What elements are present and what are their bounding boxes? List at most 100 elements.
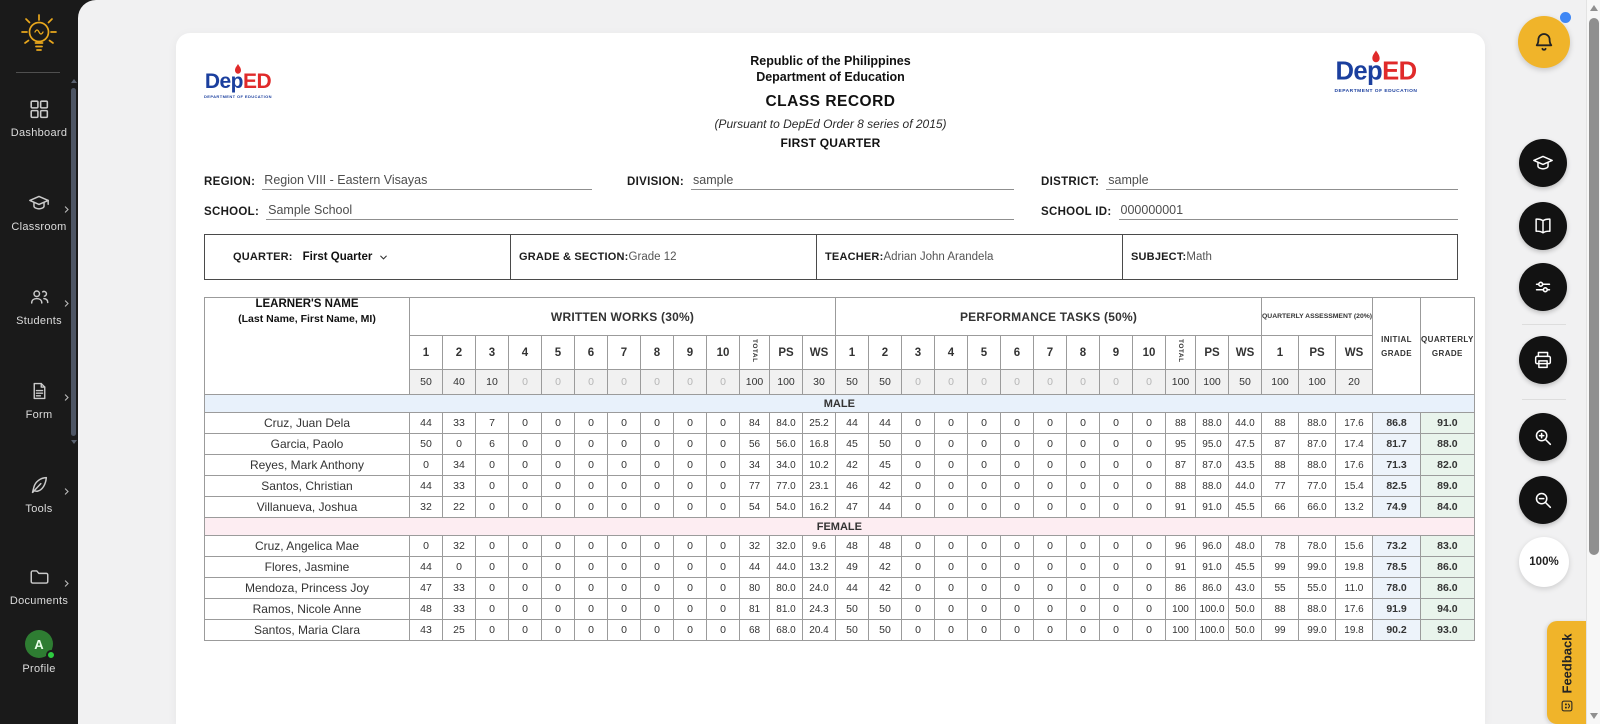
max-score-cell: 0 bbox=[640, 369, 674, 395]
score-cell: 33 bbox=[442, 598, 476, 620]
zoom-in-button[interactable] bbox=[1519, 413, 1567, 461]
district-value[interactable]: sample bbox=[1106, 173, 1458, 190]
max-score-cell: 0 bbox=[901, 369, 935, 395]
score-cell: 0 bbox=[1066, 412, 1100, 434]
quarterly-grade-cell: 84.0 bbox=[1420, 496, 1475, 518]
score-cell: 0 bbox=[706, 475, 740, 497]
score-cell: 0 bbox=[409, 535, 443, 557]
score-cell: 45 bbox=[835, 433, 869, 455]
division-value[interactable]: sample bbox=[691, 173, 1014, 190]
score-cell: 6 bbox=[475, 433, 509, 455]
score-cell: 55.0 bbox=[1298, 577, 1336, 599]
feedback-tab[interactable]: Feedback bbox=[1547, 621, 1586, 724]
school-id-value[interactable]: 000000001 bbox=[1118, 203, 1458, 220]
initial-grade-cell: 86.8 bbox=[1372, 412, 1422, 434]
score-cell: 0 bbox=[967, 577, 1001, 599]
score-cell: 34 bbox=[442, 454, 476, 476]
app-logo-lightbulb-icon[interactable] bbox=[16, 10, 62, 67]
score-cell: 88.0 bbox=[1298, 598, 1336, 620]
sidebar-item-form[interactable]: Form bbox=[0, 380, 78, 421]
sidebar-item-students[interactable]: Students bbox=[0, 286, 78, 327]
score-cell: 0 bbox=[541, 556, 575, 578]
score-cell: 0 bbox=[934, 433, 968, 455]
sidebar-scrollbar[interactable] bbox=[71, 88, 76, 436]
score-cell: 0 bbox=[607, 433, 641, 455]
quarterly-grade-cell: 91.0 bbox=[1420, 412, 1475, 434]
score-cell: 0 bbox=[607, 412, 641, 434]
ws-col-header: WS bbox=[802, 335, 836, 370]
zoom-level-indicator[interactable]: 100% bbox=[1519, 537, 1569, 587]
score-cell: 17.4 bbox=[1334, 433, 1374, 455]
sidebar-item-tools[interactable]: Tools bbox=[0, 474, 78, 515]
chevron-right-icon bbox=[62, 389, 71, 407]
print-button[interactable] bbox=[1519, 336, 1567, 384]
initial-grade-cell: 74.9 bbox=[1372, 496, 1422, 518]
zoom-out-button[interactable] bbox=[1519, 476, 1567, 524]
student-name: Flores, Jasmine bbox=[204, 556, 410, 578]
deped-logo-text: ED bbox=[243, 70, 272, 93]
page-scrollbar[interactable] bbox=[1586, 0, 1600, 724]
score-cell: 32 bbox=[739, 535, 770, 557]
info-bar: QUARTER: First Quarter GRADE & SECTION: … bbox=[204, 234, 1458, 280]
divider bbox=[16, 72, 60, 73]
score-cell: 77 bbox=[1261, 475, 1299, 497]
written-works-header: WRITTEN WORKS (30%) bbox=[409, 297, 836, 336]
grades-table: LEARNER'S NAME (Last Name, First Name, MI… bbox=[204, 297, 1475, 641]
score-cell: 50 bbox=[868, 433, 902, 455]
graduation-cap-icon bbox=[0, 192, 78, 216]
quarter-dropdown[interactable]: QUARTER: First Quarter bbox=[205, 235, 511, 279]
scroll-up-icon[interactable] bbox=[1590, 5, 1598, 11]
score-cell: 66.0 bbox=[1298, 496, 1336, 518]
score-cell: 16.2 bbox=[802, 496, 836, 518]
score-cell: 0 bbox=[1099, 577, 1133, 599]
sidebar-scroll-up-icon[interactable] bbox=[71, 79, 77, 83]
score-cell: 0 bbox=[1066, 496, 1100, 518]
score-col-header: 7 bbox=[607, 335, 641, 370]
notifications-button[interactable] bbox=[1518, 16, 1570, 68]
table-row: Santos, Christian 44 33 0 0 0 0 0 0 0 0 77 77.0 23.1 4… bbox=[204, 475, 1475, 497]
sidebar-scroll-down-icon[interactable] bbox=[71, 440, 77, 444]
score-cell: 80 bbox=[739, 577, 770, 599]
sidebar-item-classroom[interactable]: Classroom bbox=[0, 192, 78, 233]
classroom-button[interactable] bbox=[1519, 139, 1567, 187]
sidebar-item-label: Classroom bbox=[11, 221, 67, 233]
max-score-cell: 0 bbox=[967, 369, 1001, 395]
initial-grade-cell: 71.3 bbox=[1372, 454, 1422, 476]
score-cell: 0 bbox=[901, 412, 935, 434]
scrollbar-thumb[interactable] bbox=[1589, 18, 1599, 555]
folder-icon bbox=[0, 566, 78, 590]
sidebar-item-documents[interactable]: Documents bbox=[0, 566, 78, 607]
main-area: DepED DEPARTMENT OF EDUCATION DepED DEPA… bbox=[78, 0, 1600, 724]
score-cell: 0 bbox=[1099, 454, 1133, 476]
score-cell: 0 bbox=[1033, 577, 1067, 599]
table-row: Garcia, Paolo 50 0 6 0 0 0 0 0 0 0 56 56.0 16.8 45 50 0 0… bbox=[204, 433, 1475, 455]
score-cell: 0 bbox=[673, 577, 707, 599]
score-cell: 0 bbox=[1066, 475, 1100, 497]
region-value[interactable]: Region VIII - Eastern Visayas bbox=[262, 173, 592, 190]
score-cell: 0 bbox=[607, 598, 641, 620]
score-cell: 0 bbox=[475, 598, 509, 620]
score-cell: 44 bbox=[739, 556, 770, 578]
score-cell: 34 bbox=[739, 454, 770, 476]
book-button[interactable] bbox=[1519, 202, 1567, 250]
chevron-right-icon bbox=[62, 295, 71, 313]
sidebar-item-dashboard[interactable]: Dashboard bbox=[0, 98, 78, 139]
score-cell: 0 bbox=[1033, 535, 1067, 557]
score-cell: 42 bbox=[868, 556, 902, 578]
score-cell: 0 bbox=[574, 454, 608, 476]
settings-sliders-button[interactable] bbox=[1519, 263, 1567, 311]
score-cell: 0 bbox=[541, 598, 575, 620]
max-score-cell: 100 bbox=[1298, 369, 1336, 395]
score-cell: 43.0 bbox=[1228, 577, 1262, 599]
school-value[interactable]: Sample School bbox=[266, 203, 1014, 220]
table-row: Santos, Maria Clara 43 25 0 0 0 0 0 0 0 0 68 68.0 20.… bbox=[204, 619, 1475, 641]
sidebar-item-profile[interactable]: A Profile bbox=[0, 630, 78, 675]
table-row: Cruz, Juan Dela 44 33 7 0 0 0 0 0 0 0 84 84.0 25.2 44 4… bbox=[204, 412, 1475, 434]
quarterly-grade-cell: 82.0 bbox=[1420, 454, 1475, 476]
scroll-down-icon[interactable] bbox=[1590, 713, 1598, 719]
score-cell: 50 bbox=[868, 598, 902, 620]
score-col-header: 10 bbox=[706, 335, 740, 370]
score-cell: 91.0 bbox=[1195, 496, 1229, 518]
max-score-cell: 50 bbox=[409, 369, 443, 395]
score-cell: 44 bbox=[835, 412, 869, 434]
